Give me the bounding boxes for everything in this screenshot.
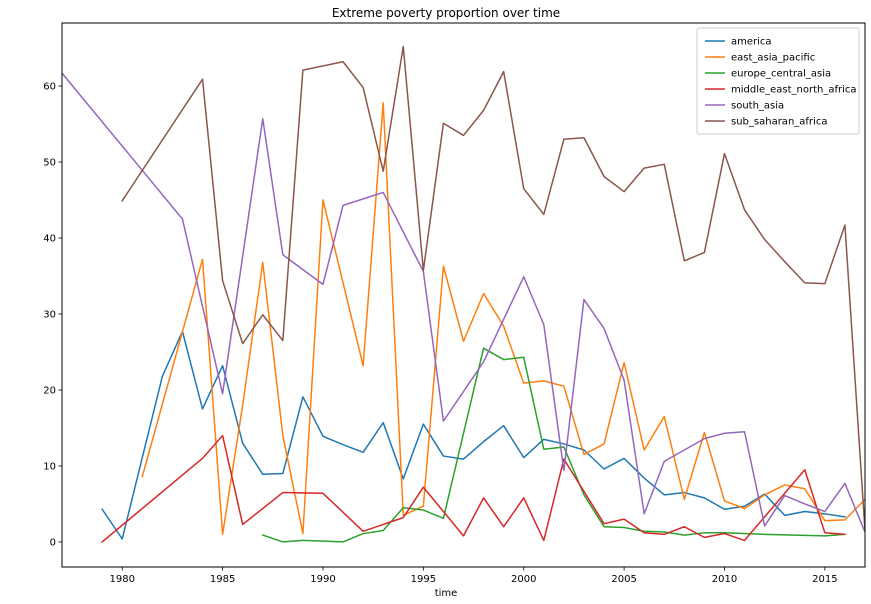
x-tick-label: 2010 xyxy=(712,574,737,585)
series-line-south_asia xyxy=(62,72,865,534)
series-line-america xyxy=(101,330,846,540)
y-tick-label: 10 xyxy=(43,461,56,472)
x-axis-label: time xyxy=(435,588,458,599)
legend-label-south_asia: south_asia xyxy=(731,101,784,112)
legend-label-america: america xyxy=(731,37,772,48)
y-tick-label: 30 xyxy=(43,309,56,320)
plot-frame xyxy=(61,22,866,568)
legend-label-europe_central_asia: europe_central_asia xyxy=(731,69,831,80)
y-tick-label: 0 xyxy=(50,537,56,548)
series-line-east_asia_pacific xyxy=(141,102,865,536)
y-axis: 0 10 20 30 40 50 60 xyxy=(43,82,62,548)
x-axis: 1980 1985 1990 1995 2000 2005 2010 2015 xyxy=(109,567,838,585)
y-tick-label: 20 xyxy=(43,385,56,396)
series-line-sub_saharan_africa xyxy=(121,45,865,532)
x-tick-label: 1995 xyxy=(411,574,436,585)
x-tick-label: 1985 xyxy=(210,574,235,585)
legend: america east_asia_pacific europe_central_a… xyxy=(696,27,860,135)
y-tick-label: 50 xyxy=(43,158,56,169)
legend-label-sub_saharan_africa: sub_saharan_africa xyxy=(731,117,827,128)
x-tick-label: 1990 xyxy=(310,574,335,585)
series-line-europe_central_asia xyxy=(261,347,846,543)
legend-label-middle_east_north_africa: middle_east_north_africa xyxy=(731,85,857,96)
series-layer xyxy=(62,45,865,543)
x-tick-label: 1980 xyxy=(109,574,134,585)
legend-box xyxy=(696,27,860,135)
y-tick-label: 60 xyxy=(43,82,56,93)
x-tick-label: 2015 xyxy=(812,574,837,585)
x-tick-label: 2005 xyxy=(611,574,636,585)
y-tick-label: 40 xyxy=(43,234,56,245)
series-line-middle_east_north_africa xyxy=(101,434,846,543)
legend-label-east_asia_pacific: east_asia_pacific xyxy=(731,53,815,64)
x-tick-label: 2000 xyxy=(511,574,536,585)
chart-title: Extreme poverty proportion over time xyxy=(332,6,560,20)
